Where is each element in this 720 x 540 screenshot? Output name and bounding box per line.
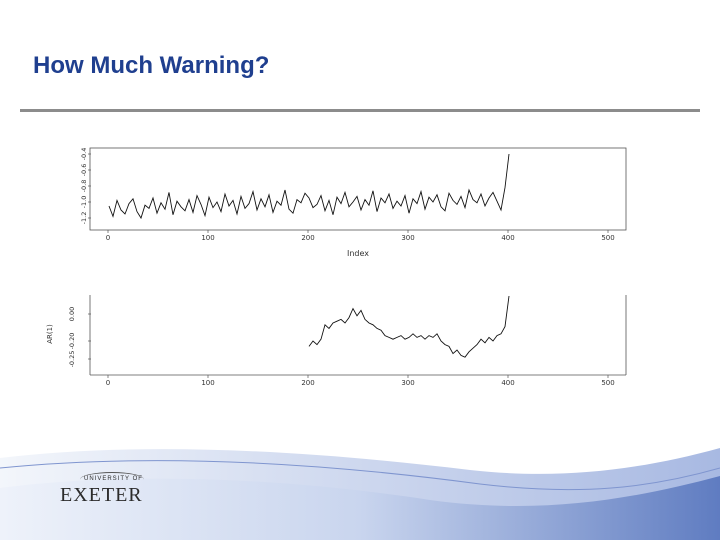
x-tick-label-300: 300 bbox=[401, 234, 414, 242]
x-tick-label-400: 400 bbox=[501, 379, 514, 387]
x-tick-label-200: 200 bbox=[301, 234, 314, 242]
logo-arc bbox=[80, 472, 144, 487]
x-tick-label-0: 0 bbox=[106, 379, 110, 387]
y-tick-label-2: -0.25 bbox=[68, 351, 76, 368]
title-divider bbox=[20, 109, 700, 112]
bottom-chart-ylabel: AR(1) bbox=[46, 324, 54, 344]
y-tick-label-1: -0.20 bbox=[68, 333, 76, 350]
logo-name: EXETER bbox=[60, 484, 143, 506]
top-chart-xlabel: Index bbox=[347, 249, 369, 258]
top-chart-frame bbox=[89, 147, 627, 231]
x-tick-label-0: 0 bbox=[106, 234, 110, 242]
bottom-chart-series-line bbox=[308, 295, 510, 358]
y-tick-label-2: -0.8 bbox=[80, 180, 88, 193]
y-tick-label-1: -1.0 bbox=[80, 196, 88, 209]
wave-front bbox=[0, 476, 720, 540]
y-tick-label-3: -0.6 bbox=[80, 164, 88, 177]
y-tick-label-0: 0.00 bbox=[68, 307, 76, 321]
x-tick-label-100: 100 bbox=[201, 379, 214, 387]
x-tick-label-500: 500 bbox=[601, 234, 614, 242]
university-logo: UNIVERSITY OF EXETER bbox=[58, 472, 158, 516]
x-tick-label-200: 200 bbox=[301, 379, 314, 387]
wave-line bbox=[0, 460, 720, 491]
y-tick-label-0: -1.2 bbox=[80, 212, 88, 225]
top-chart-series-line bbox=[108, 153, 510, 220]
x-tick-label-100: 100 bbox=[201, 234, 214, 242]
x-tick-label-300: 300 bbox=[401, 379, 414, 387]
x-tick-label-500: 500 bbox=[601, 379, 614, 387]
slide-title: How Much Warning? bbox=[33, 52, 270, 79]
x-tick-label-400: 400 bbox=[501, 234, 514, 242]
y-tick-label-4: -0.4 bbox=[80, 148, 88, 161]
